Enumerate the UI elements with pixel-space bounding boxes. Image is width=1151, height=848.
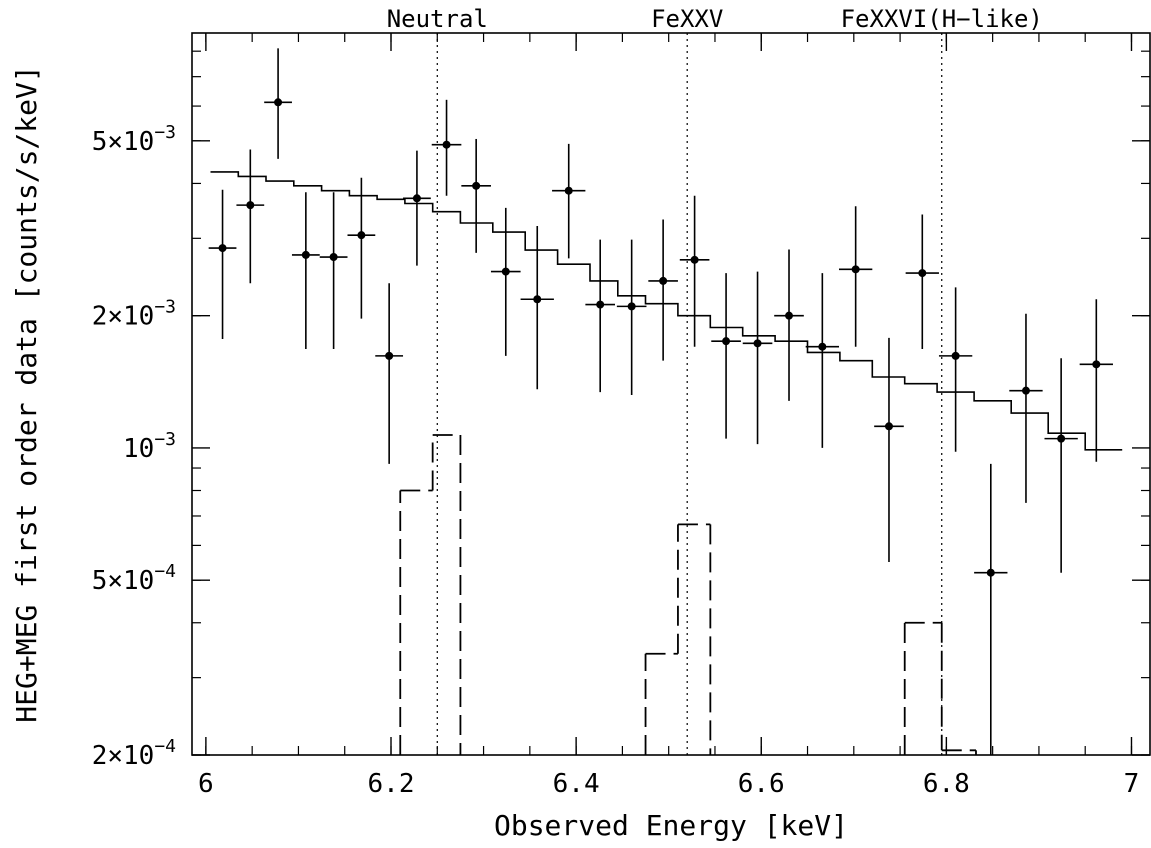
data-marker: [1057, 434, 1066, 443]
data-marker: [986, 568, 995, 577]
data-point: [905, 214, 939, 349]
data-marker: [753, 339, 762, 348]
data-marker: [722, 337, 731, 346]
data-point: [938, 287, 973, 452]
x-tick-label: 7: [1124, 769, 1140, 799]
data-point: [319, 192, 348, 349]
data-marker: [627, 302, 636, 311]
data-marker: [301, 250, 310, 259]
data-point: [648, 219, 678, 361]
data-point: [711, 273, 741, 439]
data-marker: [851, 265, 860, 274]
data-marker: [690, 255, 699, 264]
data-point: [742, 271, 773, 445]
data-marker: [385, 351, 394, 360]
data-points: [208, 48, 1113, 755]
data-point: [291, 192, 320, 349]
y-axis-ticks: 5×10−3 2×10−3 10−3 5×10−4 2×10−4: [92, 50, 1150, 771]
data-point: [431, 99, 462, 196]
data-marker: [564, 186, 573, 195]
data-marker: [785, 311, 794, 320]
data-point: [264, 48, 292, 159]
continuum-model: [210, 171, 1123, 451]
data-point: [585, 239, 616, 393]
y-axis-title: HEG+MEG first order data [counts/s/keV]: [10, 65, 43, 722]
x-tick-label: 6: [198, 769, 214, 799]
x-axis-ticks: 6 6.2 6.4 6.6 6.8 7: [198, 33, 1139, 799]
data-marker: [1021, 386, 1030, 395]
data-point: [1044, 358, 1078, 573]
data-point: [838, 206, 873, 347]
data-marker: [329, 253, 338, 262]
reference-line-label: FeXXV: [651, 5, 723, 33]
x-tick-label: 6.4: [553, 769, 600, 799]
data-point: [461, 138, 491, 253]
data-point: [1079, 299, 1113, 462]
data-point: [347, 177, 376, 319]
data-marker: [951, 351, 960, 360]
model-step-line: [210, 171, 1123, 451]
data-point: [375, 283, 404, 464]
data-point: [236, 149, 265, 284]
data-marker: [818, 342, 827, 351]
data-marker: [357, 231, 366, 240]
data-marker: [884, 422, 893, 431]
data-marker: [501, 267, 510, 276]
data-point: [774, 249, 804, 401]
reference-lines: Neutral FeXXV FeXXVI(H−like): [387, 5, 1043, 755]
y-tick-label: 2×10−4: [92, 736, 176, 771]
y-tick-label: 5×10−4: [92, 561, 176, 596]
x-tick-label: 6.8: [923, 769, 970, 799]
data-point: [208, 189, 237, 339]
data-point: [616, 239, 647, 395]
data-marker: [246, 201, 255, 210]
x-tick-label: 6.6: [738, 769, 785, 799]
plot-frame: [191, 32, 1151, 756]
data-point: [552, 143, 586, 259]
data-point: [520, 226, 554, 390]
data-marker: [1092, 360, 1101, 369]
y-tick-label: 10−3: [123, 429, 176, 464]
data-marker: [659, 276, 668, 285]
data-marker: [412, 194, 421, 203]
data-point: [490, 207, 521, 356]
data-point: [974, 463, 1008, 755]
data-point: [805, 273, 839, 448]
data-marker: [472, 181, 481, 190]
data-point: [874, 337, 904, 562]
reference-line-label: FeXXVI(H−like): [841, 5, 1043, 33]
data-marker: [218, 244, 227, 253]
data-marker: [596, 300, 605, 309]
data-marker: [918, 269, 927, 278]
x-axis-title: Observed Energy [keV]: [494, 809, 848, 842]
data-marker: [442, 140, 451, 149]
reference-line-label: Neutral: [387, 5, 488, 33]
y-tick-label: 2×10−3: [92, 297, 176, 332]
data-point: [403, 150, 431, 266]
line-components: [399, 434, 977, 755]
x-tick-label: 6.2: [368, 769, 415, 799]
data-point: [1009, 313, 1043, 503]
data-marker: [274, 98, 283, 107]
data-marker: [533, 295, 542, 304]
y-tick-label: 5×10−3: [92, 122, 176, 157]
data-point: [679, 195, 710, 347]
